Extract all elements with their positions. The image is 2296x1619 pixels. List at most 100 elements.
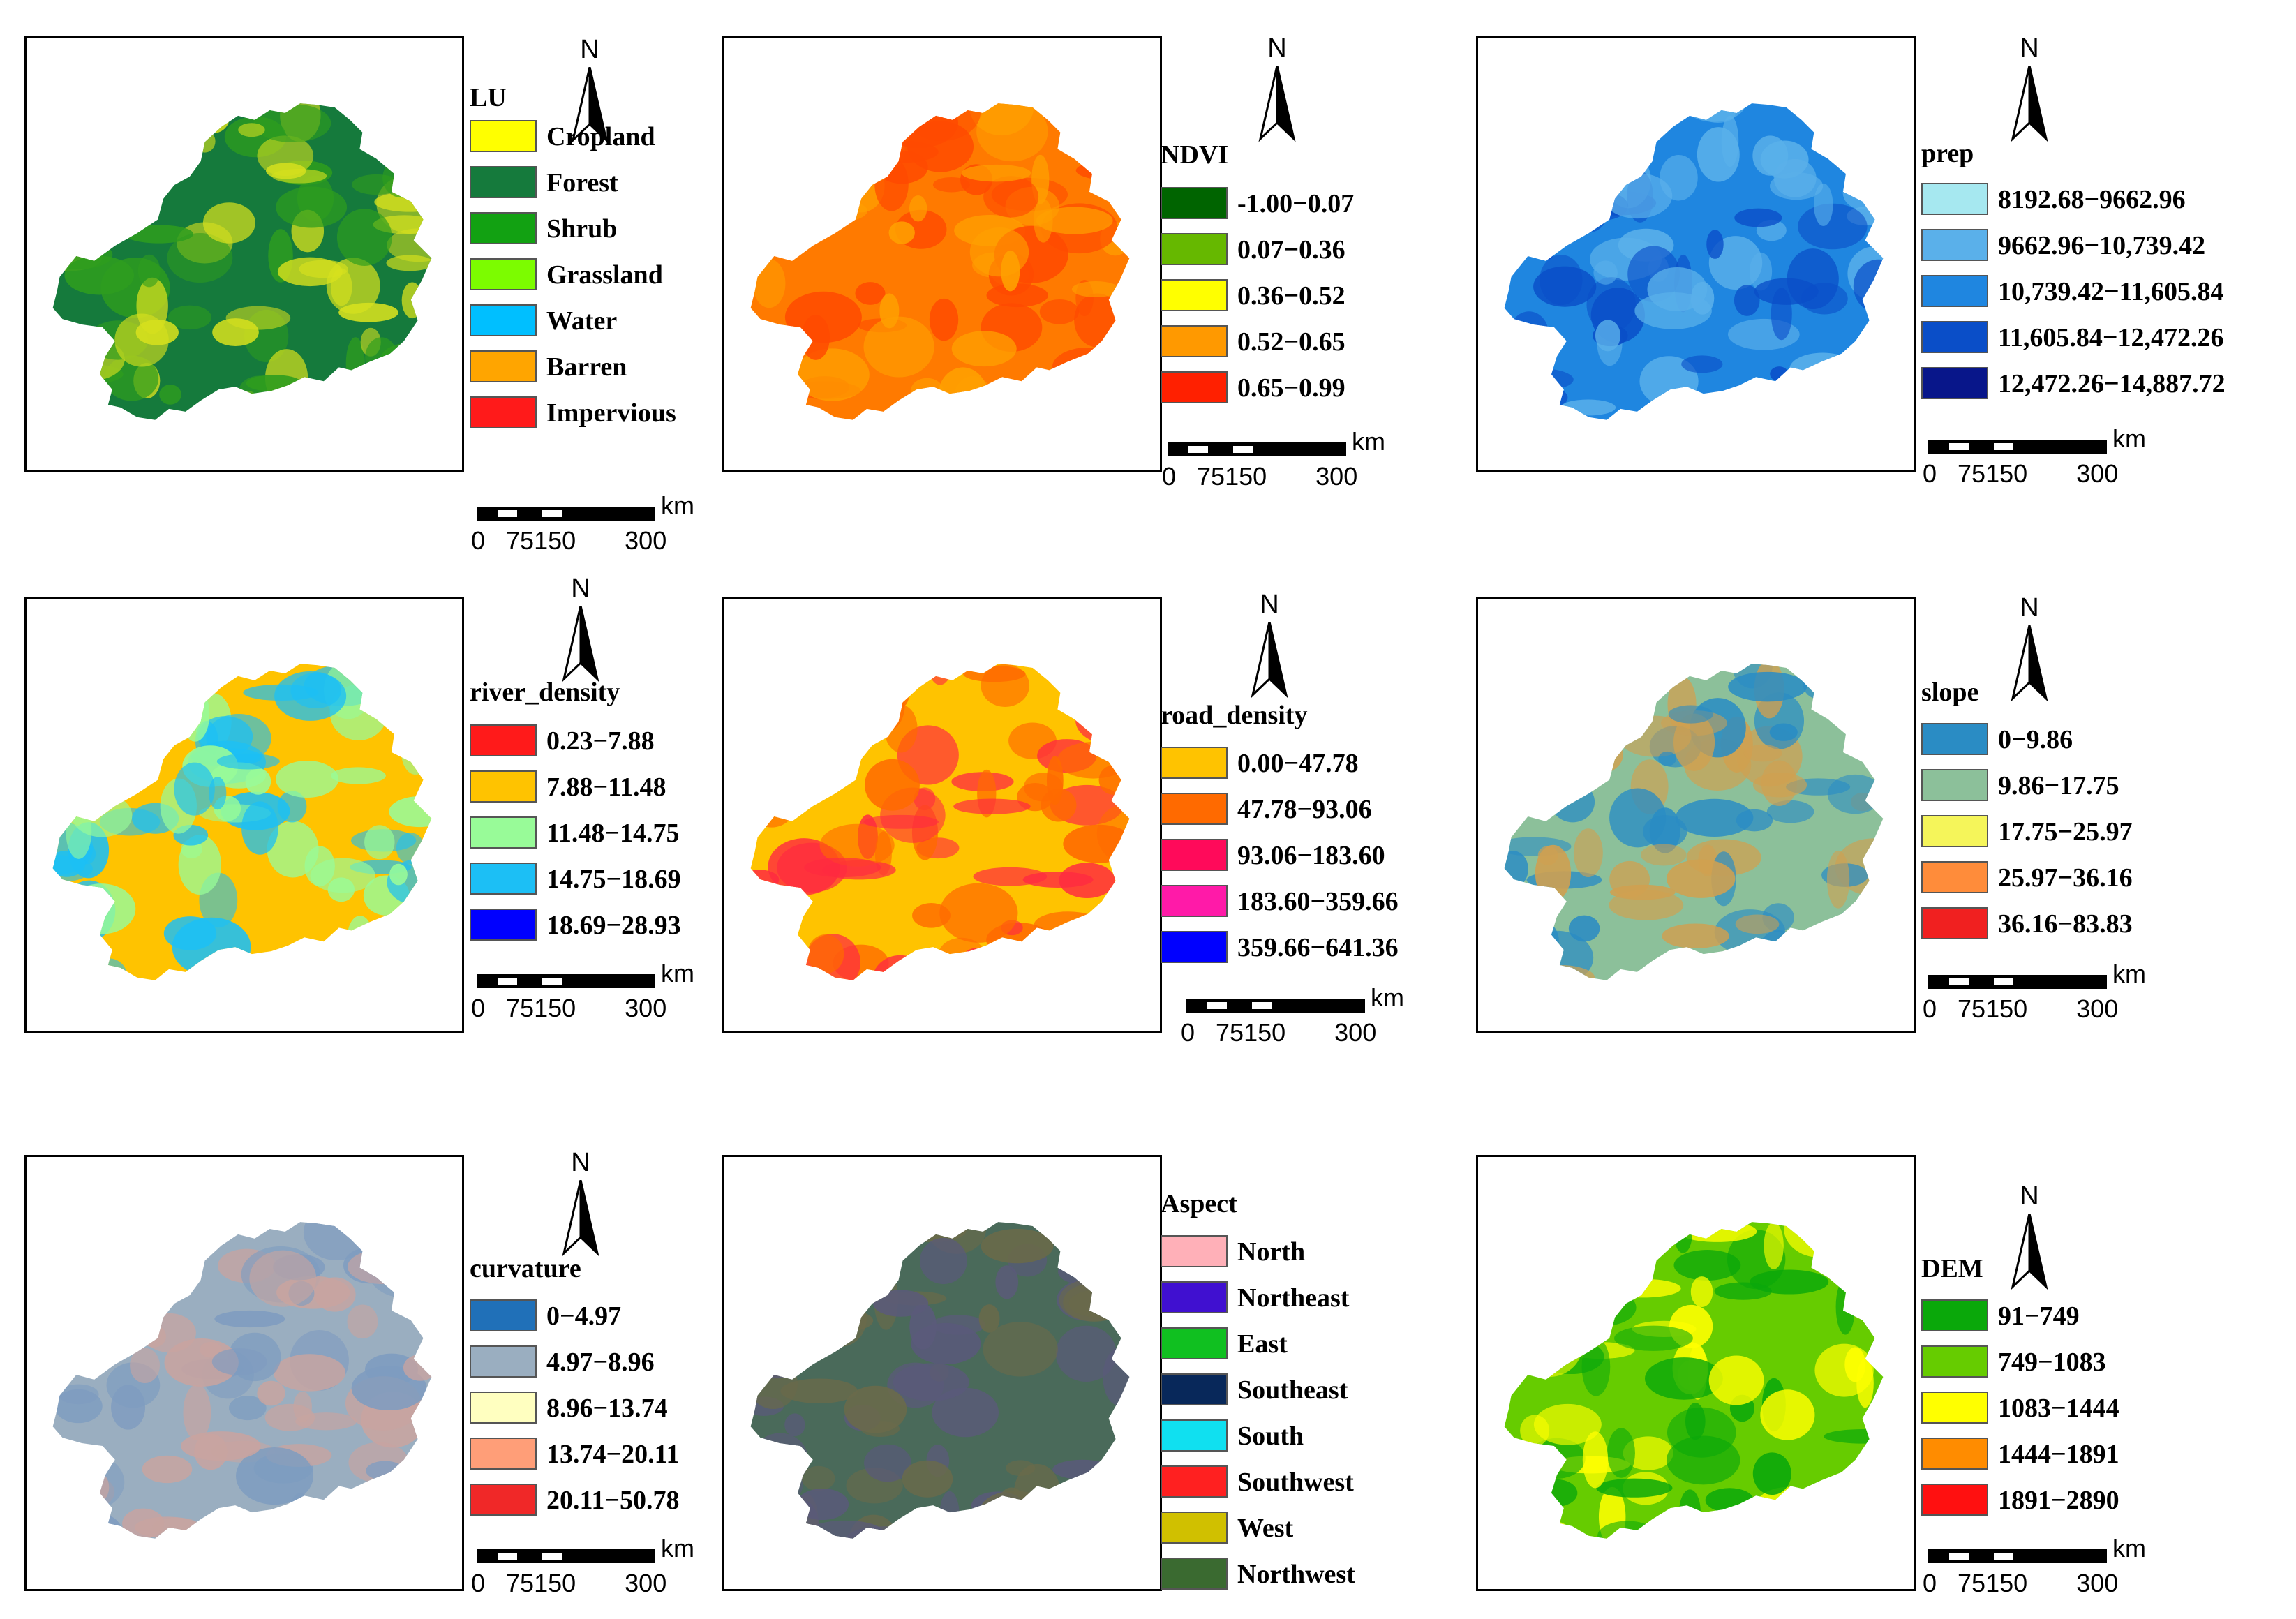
map-texture-blob <box>1504 774 1567 802</box>
map-texture-blob <box>1505 384 1568 412</box>
legend-swatch <box>1921 1345 1988 1378</box>
map-texture-blob <box>368 1245 432 1298</box>
map-texture-blob <box>1581 1337 1611 1396</box>
map-frame <box>1476 1155 1916 1591</box>
map-texture-blob <box>1708 1355 1764 1405</box>
north-arrow-shape <box>1258 66 1296 142</box>
map-texture-blob <box>393 920 432 946</box>
map-texture-blob <box>76 161 132 215</box>
map-texture-blob <box>1784 1222 1855 1258</box>
legend-swatch <box>470 258 537 290</box>
scale-ticks: 0 75150 300 <box>471 526 667 555</box>
legend-label: West <box>1237 1514 1294 1543</box>
map-texture-blob <box>1814 183 1833 226</box>
map-texture-blob <box>1705 1488 1754 1513</box>
legend-label: Northeast <box>1237 1283 1350 1313</box>
legend-label: 8.96−13.74 <box>546 1394 668 1423</box>
map-texture-blob <box>750 328 775 350</box>
map-texture-blob <box>1522 964 1595 980</box>
map-texture-blob <box>753 1233 794 1250</box>
scale-ticks: 0 75150 300 <box>1162 462 1358 491</box>
legend-swatch <box>1161 187 1228 219</box>
map-texture-blob <box>1547 1222 1612 1260</box>
map-texture-blob <box>1856 1358 1874 1408</box>
legend-label: 36.16−83.83 <box>1998 909 2133 939</box>
map-texture-blob <box>1692 402 1754 420</box>
scale-unit: km <box>661 1534 694 1562</box>
map-texture-blob <box>1053 932 1090 980</box>
map-texture-blob <box>864 1444 911 1482</box>
legend-swatch <box>1921 1484 1988 1516</box>
scale-unit: km <box>2112 424 2146 453</box>
map-texture-blob <box>819 823 895 867</box>
scale-segment <box>542 510 562 517</box>
map-texture-blob <box>273 1354 345 1392</box>
scale-segment <box>498 510 517 517</box>
map-texture-blob <box>1082 138 1109 161</box>
map-texture-blob <box>1734 285 1760 316</box>
north-arrow-icon: N <box>2008 593 2050 705</box>
map-texture-blob <box>983 1322 1058 1377</box>
map-texture-blob <box>750 740 810 784</box>
map-texture-blob <box>211 1348 267 1375</box>
map-texture-blob <box>844 1385 907 1433</box>
map-texture-blob <box>141 1325 167 1348</box>
map-texture-blob <box>142 1455 193 1484</box>
map-texture-blob <box>1728 671 1807 702</box>
legend-label: 47.78−93.06 <box>1237 795 1372 824</box>
map-texture-blob <box>1764 1222 1784 1269</box>
map-texture-blob <box>750 1456 804 1507</box>
legend-swatch <box>1921 229 1988 261</box>
map-texture-blob <box>1057 741 1130 779</box>
map-texture-blob <box>266 163 306 179</box>
legend-swatch <box>1921 861 1988 893</box>
map-frame <box>24 36 464 472</box>
map-texture-blob <box>1504 1253 1532 1269</box>
map-texture-blob <box>971 952 1033 976</box>
legend-label: Forest <box>546 168 618 197</box>
map-texture-blob <box>229 1396 267 1421</box>
map-frame <box>722 597 1162 1033</box>
north-label: N <box>2020 33 2039 63</box>
map-texture-blob <box>812 1290 867 1348</box>
map-texture-blob <box>1091 1237 1130 1256</box>
map-texture-blob <box>1504 368 1574 391</box>
scale-segment <box>1207 1002 1227 1009</box>
map-texture-blob <box>1749 252 1773 291</box>
north-arrow-shape <box>2011 625 2048 702</box>
map-texture-blob <box>812 200 867 222</box>
map-texture-blob <box>1643 815 1687 848</box>
legend-swatch <box>1161 793 1228 825</box>
scale-unit: km <box>1352 427 1385 456</box>
legend-title: river_density <box>470 678 620 707</box>
map-texture-blob <box>66 883 136 934</box>
map-texture-blob <box>1835 907 1877 952</box>
map-texture-blob <box>981 1228 1054 1264</box>
map-texture-blob <box>1509 103 1572 151</box>
map-texture-blob <box>1666 859 1736 898</box>
legend-swatch <box>470 396 537 428</box>
map-texture-blob <box>347 1249 421 1285</box>
map-texture-blob <box>1667 1407 1736 1458</box>
map-texture-blob <box>795 348 870 401</box>
map-texture-blob <box>281 1534 338 1539</box>
map-texture-blob <box>1552 1281 1574 1336</box>
map-texture-blob <box>236 1447 313 1505</box>
map-texture-blob <box>1582 1431 1609 1489</box>
scale-unit: km <box>2112 960 2146 988</box>
map-texture-blob <box>1514 1317 1582 1378</box>
map-texture-blob <box>909 195 927 222</box>
map-texture-blob <box>796 1489 849 1521</box>
map-texture-blob <box>1681 103 1747 122</box>
map-texture-blob <box>216 753 280 770</box>
north-label: N <box>580 35 599 64</box>
map-texture-blob <box>1504 1258 1565 1295</box>
map-texture-blob <box>1504 167 1539 195</box>
map-texture-blob <box>1052 348 1123 387</box>
map-texture-blob <box>54 1389 103 1424</box>
map-texture-blob <box>879 293 900 329</box>
map-texture-blob <box>801 315 830 360</box>
legend-swatch <box>1161 233 1228 265</box>
map-texture-blob <box>811 700 874 734</box>
north-label: N <box>2020 593 2039 622</box>
